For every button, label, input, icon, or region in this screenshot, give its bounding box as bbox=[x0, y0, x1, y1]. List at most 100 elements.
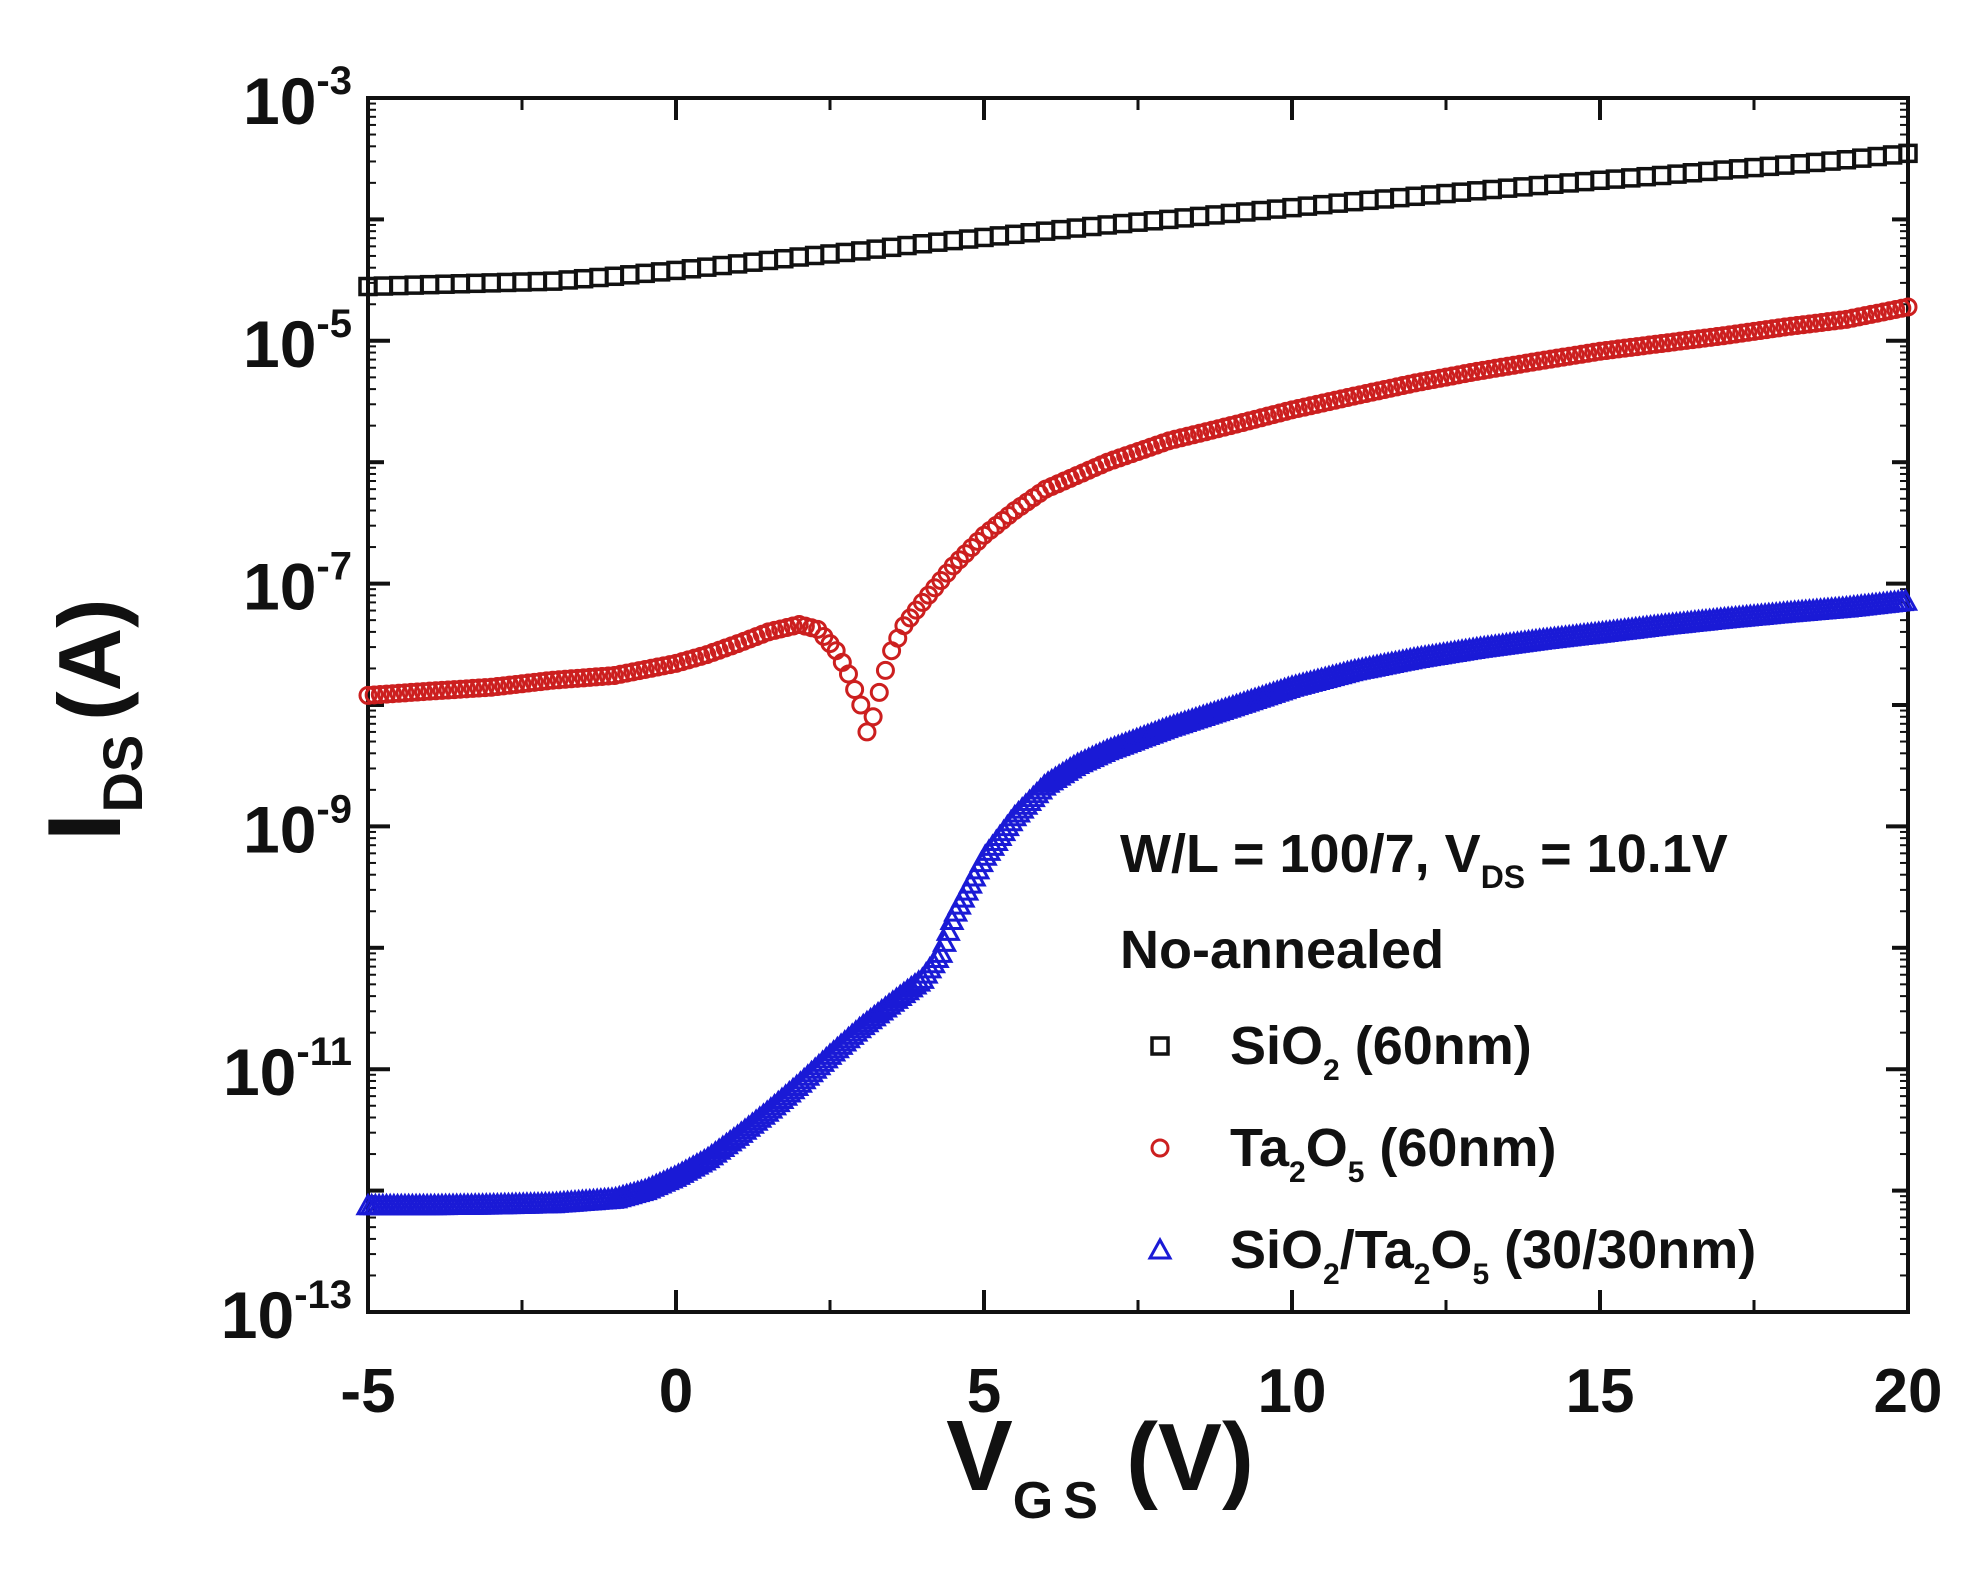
data-point bbox=[1482, 179, 1502, 200]
data-point bbox=[1574, 171, 1595, 192]
data-point bbox=[1251, 200, 1271, 221]
data-point bbox=[1359, 190, 1379, 211]
points-layer bbox=[355, 143, 1919, 1216]
data-point bbox=[1436, 183, 1456, 204]
data-point bbox=[1775, 155, 1795, 175]
data-point bbox=[943, 556, 963, 576]
data-point bbox=[650, 262, 671, 282]
x-tick-label: 5 bbox=[967, 1357, 1001, 1426]
data-point bbox=[1451, 182, 1472, 202]
data-point bbox=[789, 247, 809, 267]
data-point bbox=[450, 679, 470, 699]
data-point bbox=[376, 684, 396, 704]
data-point bbox=[1605, 169, 1626, 189]
data-point bbox=[537, 671, 557, 691]
legend-marker-triangle bbox=[1147, 1236, 1173, 1260]
data-point bbox=[712, 255, 732, 276]
y-tick-label: 10-11 bbox=[223, 1030, 352, 1109]
data-point bbox=[1005, 224, 1025, 245]
y-tick-label-base: 10 bbox=[243, 64, 316, 138]
data-point bbox=[902, 971, 928, 995]
data-point bbox=[432, 680, 452, 700]
legend-label-text: (60nm) bbox=[1340, 1016, 1532, 1076]
data-point bbox=[866, 239, 886, 259]
data-point bbox=[1824, 311, 1844, 331]
legend-label-text: SiO bbox=[1230, 1220, 1323, 1280]
data-point bbox=[543, 271, 563, 291]
x-tick-label: 15 bbox=[1566, 1357, 1635, 1426]
data-point bbox=[635, 263, 655, 284]
data-point bbox=[1759, 156, 1780, 177]
data-point bbox=[419, 274, 440, 295]
data-point bbox=[949, 550, 969, 570]
data-point bbox=[395, 683, 415, 703]
data-point bbox=[450, 274, 471, 294]
data-point bbox=[527, 271, 548, 292]
y-tick-label: 10-13 bbox=[221, 1273, 352, 1352]
data-point bbox=[1220, 203, 1241, 224]
data-point bbox=[727, 254, 748, 274]
data-point bbox=[413, 682, 433, 702]
data-point bbox=[851, 695, 871, 715]
data-point bbox=[558, 270, 578, 290]
data-point bbox=[1793, 315, 1813, 335]
y-axis-title-unit: (A) bbox=[40, 599, 139, 721]
data-point bbox=[457, 679, 477, 699]
data-point bbox=[466, 273, 486, 294]
legend-label-subscript: 5 bbox=[1348, 1156, 1365, 1189]
data-point bbox=[1266, 199, 1287, 219]
data-point bbox=[496, 272, 517, 293]
data-point bbox=[494, 676, 514, 696]
data-point bbox=[1528, 175, 1549, 196]
data-point bbox=[962, 538, 982, 558]
data-point bbox=[512, 674, 532, 694]
data-point bbox=[1051, 219, 1071, 240]
data-point bbox=[974, 227, 994, 248]
data-point bbox=[932, 929, 958, 952]
legend-label-text: /Ta bbox=[1340, 1220, 1415, 1280]
data-point bbox=[1781, 316, 1801, 336]
data-point bbox=[1790, 154, 1810, 174]
data-point bbox=[586, 667, 606, 687]
data-point bbox=[500, 675, 520, 695]
data-point bbox=[1867, 146, 1887, 167]
y-tick-label-base: 10 bbox=[243, 307, 316, 381]
data-point bbox=[1035, 221, 1056, 241]
data-point bbox=[743, 252, 763, 272]
data-point bbox=[1559, 173, 1579, 193]
data-point bbox=[835, 242, 856, 263]
data-point bbox=[1205, 205, 1225, 225]
data-point bbox=[435, 274, 455, 294]
data-point bbox=[1898, 143, 1918, 164]
y-tick-label-exponent: -3 bbox=[316, 59, 352, 103]
data-point bbox=[580, 667, 600, 687]
data-point bbox=[389, 275, 409, 296]
data-point bbox=[881, 237, 902, 258]
data-point bbox=[1328, 193, 1348, 213]
data-point bbox=[358, 685, 378, 705]
data-point bbox=[1882, 145, 1903, 165]
data-point bbox=[912, 234, 933, 254]
data-point bbox=[1082, 216, 1102, 237]
data-point bbox=[1143, 211, 1164, 231]
data-point bbox=[697, 257, 717, 277]
data-point bbox=[573, 268, 594, 289]
legend-label-subscript: 2 bbox=[1323, 1054, 1340, 1087]
data-point bbox=[1097, 215, 1117, 235]
data-point bbox=[1892, 588, 1919, 611]
data-point bbox=[370, 685, 390, 705]
data-point bbox=[1374, 189, 1395, 209]
data-point bbox=[598, 666, 618, 686]
data-point bbox=[426, 681, 446, 701]
y-tick-label-exponent: -7 bbox=[316, 545, 352, 589]
data-point bbox=[1390, 187, 1410, 208]
data-point bbox=[481, 677, 501, 697]
data-point bbox=[1651, 165, 1672, 186]
data-point bbox=[463, 678, 483, 698]
data-point bbox=[1818, 312, 1838, 332]
y-axis-title: IDS (A) bbox=[27, 599, 154, 842]
data-point bbox=[758, 250, 779, 271]
data-point bbox=[1830, 310, 1850, 330]
